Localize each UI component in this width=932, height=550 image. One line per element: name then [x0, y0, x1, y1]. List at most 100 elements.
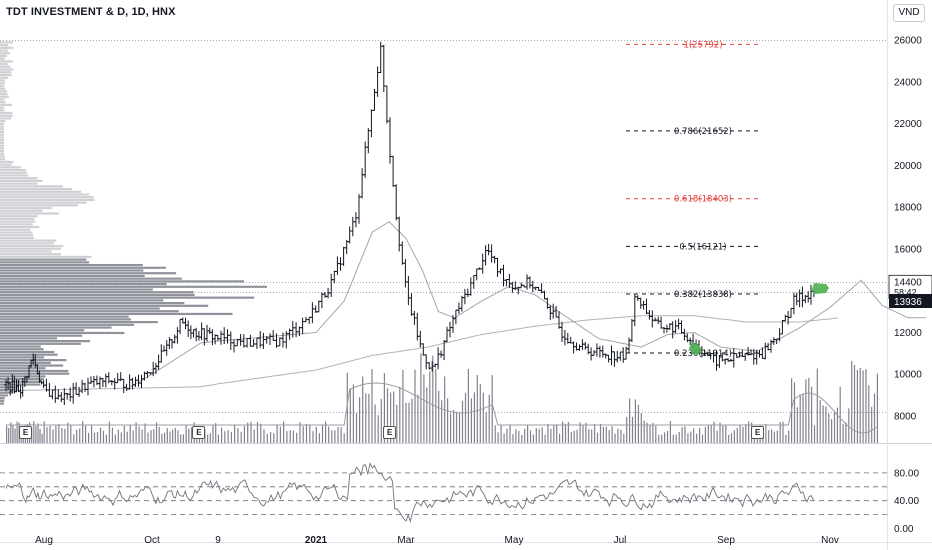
volume-profile-bar: [0, 41, 13, 44]
volume-profile-bar: [0, 84, 4, 87]
volume-bar: [161, 433, 163, 443]
volume-bar: [331, 430, 333, 443]
volume-bar: [221, 427, 223, 443]
volume-profile-bar: [0, 402, 4, 405]
earnings-event-marker[interactable]: E: [19, 426, 32, 439]
volume-bar: [825, 406, 827, 443]
volume-profile-bar: [0, 353, 58, 356]
volume-bar: [368, 393, 370, 443]
volume-bar: [802, 394, 804, 443]
volume-profile-bar: [0, 206, 53, 210]
currency-button[interactable]: VND: [893, 4, 925, 22]
volume-bar: [182, 434, 184, 443]
volume-bar: [438, 390, 440, 443]
volume-bar: [453, 409, 455, 443]
volume-bar: [35, 426, 37, 443]
earnings-event-marker[interactable]: E: [383, 426, 397, 439]
volume-bar: [423, 374, 425, 443]
volume-bar: [831, 419, 833, 443]
volume-profile-bar: [0, 378, 44, 381]
volume-bar: [730, 433, 733, 443]
volume-bar: [664, 432, 666, 443]
volume-bar: [716, 430, 718, 443]
volume-bars: [6, 353, 878, 443]
volume-bar: [190, 427, 193, 443]
volume-bar: [701, 434, 704, 443]
volume-bar: [637, 404, 639, 443]
volume-profile-bar: [0, 323, 135, 326]
volume-bar: [207, 434, 209, 443]
volume-profile-bar: [0, 190, 82, 193]
volume-bar: [710, 425, 712, 443]
volume-profile-bar: [0, 166, 21, 169]
volume-bar: [602, 427, 604, 443]
volume-profile-bar: [0, 155, 5, 158]
volume-bar: [515, 429, 517, 443]
volume-bar: [399, 386, 401, 443]
rsi-tick-label: 40.00: [894, 496, 919, 507]
volume-profile-bar: [0, 321, 158, 324]
volume-bar: [117, 429, 119, 443]
volume-bar: [135, 422, 137, 443]
volume-bar: [599, 423, 602, 443]
price-tick-label: 8000: [894, 412, 917, 423]
earnings-event-marker[interactable]: E: [192, 426, 206, 439]
volume-bar: [237, 428, 239, 443]
volume-bar: [687, 433, 689, 443]
volume-bar: [123, 425, 125, 443]
volume-bar: [725, 425, 727, 443]
volume-profile-bar: [0, 285, 267, 288]
volume-bar: [318, 433, 320, 443]
volume-profile-bar: [0, 90, 7, 93]
volume-bar: [414, 369, 416, 443]
volume-bar: [93, 432, 96, 443]
volume-profile-bar: [0, 193, 90, 196]
earnings-event-marker[interactable]: E: [751, 426, 765, 439]
price-tick-label: 18000: [894, 203, 922, 214]
volume-bar: [144, 423, 146, 443]
volume-bar: [503, 433, 505, 443]
volume-bar: [33, 421, 35, 443]
volume-bar: [126, 431, 128, 443]
volume-profile-bar: [0, 87, 6, 90]
volume-profile-bar: [0, 263, 143, 267]
volume-bar: [174, 427, 176, 443]
volume-bar: [76, 429, 78, 443]
volume-profile-bar: [0, 163, 12, 166]
rsi-line: [5, 462, 814, 524]
volume-bar: [8, 428, 10, 443]
volume-profile-bar: [0, 54, 7, 58]
volume-bar: [631, 416, 634, 443]
volume-profile-bar: [0, 122, 4, 125]
volume-bar: [383, 373, 385, 443]
volume-bar: [518, 431, 520, 443]
volume-bar: [432, 355, 434, 443]
volume-bar: [693, 428, 695, 443]
volume-bar: [617, 428, 619, 443]
volume-profile-bar: [0, 136, 4, 139]
volume-profile-bar: [0, 125, 4, 128]
volume-bar: [768, 430, 770, 443]
volume-bar: [250, 421, 252, 443]
volume-profile-bar: [0, 114, 13, 117]
volume-bar: [429, 371, 431, 443]
volume-profile-bar: [0, 234, 34, 237]
volume-profile-bar: [0, 98, 5, 101]
volume-bar: [669, 421, 671, 443]
volume-bar: [169, 431, 171, 443]
volume-bar: [765, 423, 767, 443]
rsi-tick-label: 0.00: [894, 524, 914, 535]
volume-bar: [114, 434, 116, 443]
volume-bar: [365, 393, 367, 443]
time-tick-label: Jul: [614, 535, 627, 546]
volume-profile-bar: [0, 329, 85, 332]
volume-bar: [441, 400, 443, 443]
volume-bar: [352, 384, 354, 443]
volume-bar: [411, 398, 413, 443]
volume-bar: [129, 424, 131, 443]
price-tick-label: 24000: [894, 77, 922, 88]
volume-profile-bar: [0, 212, 60, 215]
volume-profile-bar: [0, 348, 44, 351]
